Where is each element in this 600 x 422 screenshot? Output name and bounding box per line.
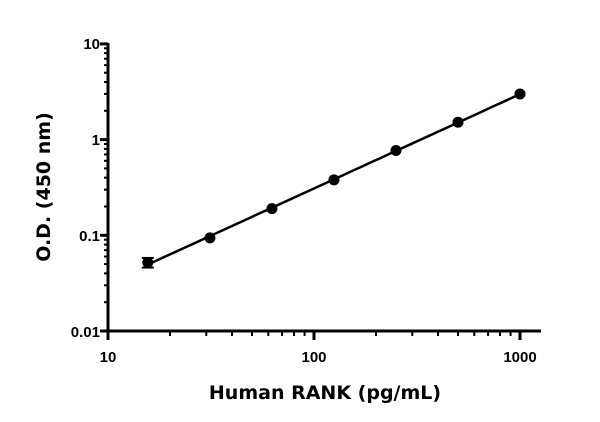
data-point xyxy=(204,232,216,244)
data-point xyxy=(452,116,464,128)
y-tick-label-1: 1 xyxy=(92,132,100,149)
y-tick-label-10: 10 xyxy=(83,36,100,53)
y-axis-title: O.D. (450 nm) xyxy=(33,112,55,262)
y-tick-label-0-1: 0.1 xyxy=(79,228,100,245)
x-axis-major-ticks xyxy=(106,331,522,340)
x-tick-label-1000: 1000 xyxy=(503,349,536,366)
data-point xyxy=(142,256,154,268)
y-tick-label-0-01: 0.01 xyxy=(71,324,100,341)
x-tick-label-100: 100 xyxy=(301,349,326,366)
x-axis-title: Human RANK (pg/mL) xyxy=(209,382,441,404)
x-tick-label-10: 10 xyxy=(100,349,117,366)
data-point xyxy=(390,144,402,156)
data-points xyxy=(141,88,526,269)
data-point xyxy=(328,174,340,186)
data-point xyxy=(266,203,278,215)
data-point xyxy=(514,88,526,100)
